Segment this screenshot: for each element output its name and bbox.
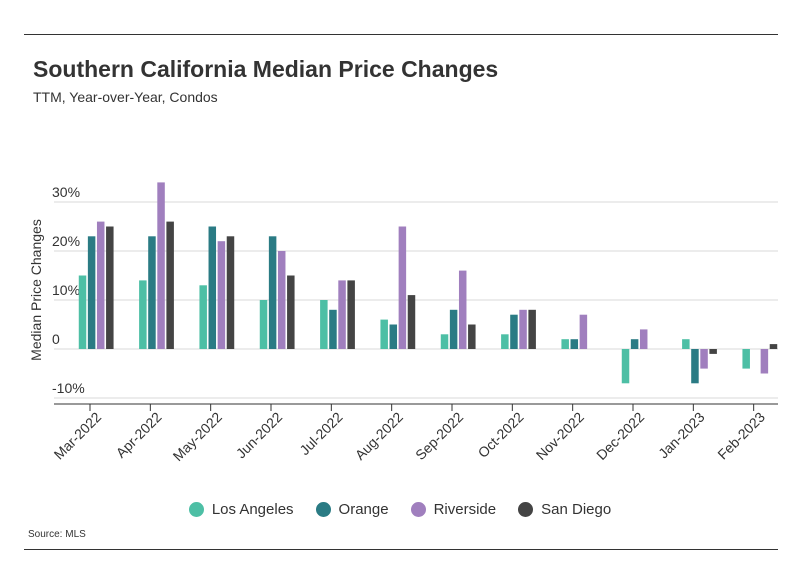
- legend-label: Riverside: [433, 501, 497, 518]
- bar-los-angeles-feb-2023: [742, 349, 750, 369]
- x-tick-label: Dec-2022: [593, 409, 647, 463]
- bar-san-diego-oct-2022: [528, 309, 536, 349]
- x-tick-label: Feb-2023: [714, 409, 768, 463]
- bar-los-angeles-mar-2022: [78, 275, 87, 349]
- legend-item-san-diego: San Diego: [518, 501, 611, 518]
- bar-san-diego-jul-2022: [347, 280, 355, 349]
- bar-riverside-nov-2022: [579, 314, 588, 349]
- bar-san-diego-jan-2023: [709, 349, 717, 354]
- chart-title: Southern California Median Price Changes: [33, 56, 499, 82]
- y-tick-label: 0: [52, 331, 60, 347]
- bar-riverside-jul-2022: [338, 280, 346, 349]
- bar-san-diego-jun-2022: [287, 275, 295, 349]
- bar-los-angeles-nov-2022: [561, 339, 569, 349]
- bar-san-diego-may-2022: [226, 236, 235, 349]
- bar-san-diego-apr-2022: [166, 221, 174, 349]
- x-tick-label: Oct-2022: [475, 409, 527, 461]
- y-tick-label: 30%: [52, 184, 80, 200]
- bar-chart: -10% 0 10% 20% 30% Median Price Changes Mar-20…: [28, 182, 778, 464]
- bar-riverside-mar-2022: [96, 221, 105, 349]
- bar-riverside-may-2022: [217, 241, 226, 349]
- legend-label: Orange: [338, 501, 389, 518]
- bar-riverside-apr-2022: [157, 182, 165, 349]
- x-tick-label: Jan-2023: [655, 409, 708, 462]
- bar-riverside-jun-2022: [277, 251, 286, 349]
- legend-item-los-angeles: Los Angeles: [188, 501, 294, 518]
- legend-item-orange: Orange: [315, 501, 389, 518]
- bar-riverside-dec-2022: [639, 329, 648, 349]
- bar-orange-dec-2022: [630, 339, 639, 349]
- bar-riverside-aug-2022: [398, 226, 407, 349]
- y-tick-label: -10%: [52, 380, 85, 396]
- legend-swatch: [410, 502, 426, 517]
- bar-orange-jan-2023: [691, 349, 699, 384]
- y-tick-label: 20%: [52, 233, 80, 249]
- bottom-rule: [24, 549, 778, 550]
- bar-orange-jul-2022: [329, 309, 337, 349]
- bar-san-diego-mar-2022: [106, 226, 114, 349]
- x-tick-label: Mar-2022: [51, 409, 105, 463]
- bar-san-diego-sep-2022: [468, 324, 476, 349]
- x-tick-label: Apr-2022: [113, 409, 165, 461]
- legend-label: San Diego: [541, 501, 612, 518]
- bar-orange-jun-2022: [268, 236, 277, 349]
- x-tick-label: May-2022: [170, 409, 225, 464]
- y-axis-title: Median Price Changes: [28, 219, 44, 361]
- x-tick-label: Sep-2022: [412, 409, 466, 463]
- x-tick-label: Aug-2022: [352, 409, 406, 463]
- bar-orange-apr-2022: [148, 236, 156, 349]
- bar-riverside-feb-2023: [760, 349, 769, 374]
- source-note: Source: MLS: [28, 529, 86, 540]
- bar-los-angeles-may-2022: [199, 285, 207, 349]
- x-tick-label: Jul-2022: [296, 409, 345, 458]
- y-tick-label: 10%: [52, 282, 80, 298]
- bar-los-angeles-dec-2022: [621, 349, 630, 384]
- x-tick-label: Jun-2022: [233, 409, 286, 462]
- bar-san-diego-aug-2022: [407, 295, 416, 349]
- bar-los-angeles-jul-2022: [320, 300, 328, 349]
- legend-swatch: [315, 502, 331, 517]
- top-rule: [24, 34, 778, 35]
- bar-orange-oct-2022: [510, 314, 518, 349]
- legend-item-riverside: Riverside: [410, 501, 497, 518]
- bar-los-angeles-oct-2022: [501, 334, 509, 349]
- bar-los-angeles-sep-2022: [440, 334, 449, 349]
- bar-riverside-jan-2023: [700, 349, 708, 369]
- bar-san-diego-feb-2023: [769, 344, 778, 349]
- bar-los-angeles-jun-2022: [259, 300, 268, 349]
- x-tick-label: Nov-2022: [533, 409, 587, 463]
- legend-swatch: [188, 502, 204, 517]
- legend-swatch: [518, 502, 534, 517]
- bar-orange-may-2022: [208, 226, 217, 349]
- legend-label: Los Angeles: [211, 501, 294, 518]
- bar-los-angeles-jan-2023: [682, 339, 690, 349]
- bar-orange-nov-2022: [570, 339, 579, 349]
- bar-riverside-oct-2022: [519, 309, 527, 349]
- bar-los-angeles-aug-2022: [380, 319, 388, 349]
- bar-orange-sep-2022: [449, 309, 458, 349]
- bar-los-angeles-apr-2022: [139, 280, 147, 349]
- bar-orange-aug-2022: [389, 324, 398, 349]
- legend: Los Angeles Orange Riverside San Diego: [0, 501, 800, 518]
- chart-subtitle: TTM, Year-over-Year, Condos: [33, 89, 218, 105]
- bar-orange-mar-2022: [87, 236, 96, 349]
- bar-riverside-sep-2022: [458, 270, 467, 349]
